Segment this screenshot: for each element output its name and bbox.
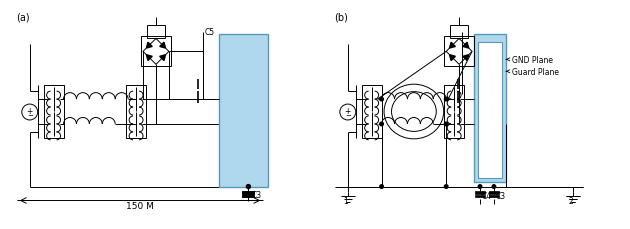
Bar [147, 25, 165, 39]
Polygon shape [160, 55, 166, 61]
Bar [141, 37, 171, 67]
Polygon shape [463, 55, 469, 61]
Text: C3: C3 [496, 191, 506, 200]
Circle shape [380, 98, 384, 101]
Bar [243, 195, 255, 198]
Polygon shape [146, 43, 152, 49]
Bar [478, 43, 502, 178]
Bar [450, 25, 468, 39]
Text: +: + [345, 106, 351, 115]
Text: C3: C3 [251, 190, 261, 199]
Bar [43, 86, 64, 138]
Circle shape [22, 105, 38, 120]
Text: +: + [26, 106, 33, 115]
Polygon shape [450, 43, 455, 49]
Text: Guard Plane: Guard Plane [506, 68, 559, 76]
Bar [444, 37, 474, 67]
Circle shape [444, 123, 448, 126]
Bar [362, 86, 382, 138]
Text: 1: 1 [343, 197, 348, 206]
Polygon shape [146, 55, 152, 61]
Circle shape [478, 185, 482, 188]
Text: C4: C4 [482, 191, 492, 200]
Circle shape [380, 123, 384, 126]
Polygon shape [160, 43, 166, 49]
Circle shape [246, 185, 250, 189]
Text: −: − [345, 112, 351, 118]
Bar [475, 195, 485, 198]
Text: 150 M: 150 M [126, 202, 154, 210]
Bar [243, 191, 255, 194]
Bar [126, 86, 146, 138]
Bar [444, 86, 464, 138]
Text: C5: C5 [205, 28, 215, 37]
Bar [475, 191, 485, 194]
Bar [219, 35, 268, 187]
Bar [489, 195, 499, 198]
Text: (a): (a) [16, 13, 30, 22]
Text: (b): (b) [334, 13, 348, 22]
Circle shape [444, 185, 448, 188]
Text: GND Plane: GND Plane [506, 56, 553, 65]
Bar [489, 191, 499, 194]
Text: 2: 2 [568, 197, 573, 206]
Bar [474, 35, 506, 182]
Circle shape [380, 185, 384, 188]
Circle shape [444, 98, 448, 101]
Polygon shape [463, 43, 469, 49]
Text: −: − [27, 112, 33, 118]
Circle shape [340, 105, 356, 120]
Circle shape [492, 185, 496, 188]
Polygon shape [450, 55, 455, 61]
